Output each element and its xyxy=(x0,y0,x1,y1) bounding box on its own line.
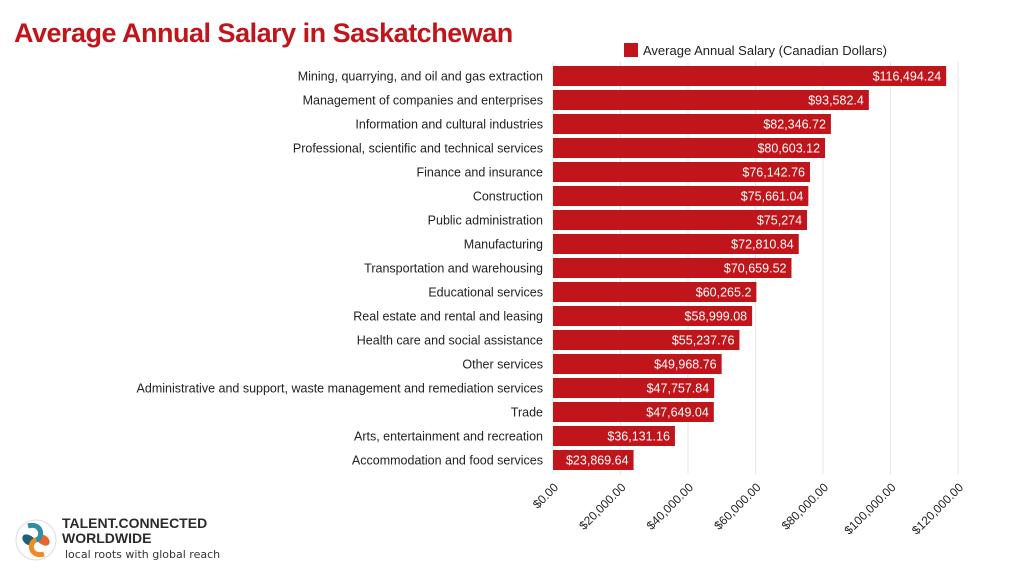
data-label: $75,661.04 xyxy=(741,190,804,204)
category-label: Manufacturing xyxy=(464,238,543,252)
legend-swatch xyxy=(624,43,638,57)
data-label: $76,142.76 xyxy=(742,166,805,180)
category-label: Public administration xyxy=(428,214,543,228)
category-label: Accommodation and food services xyxy=(352,454,543,468)
category-label: Management of companies and enterprises xyxy=(303,94,543,108)
bar xyxy=(553,138,826,158)
bar xyxy=(553,90,869,110)
category-label: Other services xyxy=(462,358,543,372)
category-label: Professional, scientific and technical s… xyxy=(293,142,543,156)
category-label: Finance and insurance xyxy=(417,166,544,180)
data-label: $80,603.12 xyxy=(757,142,820,156)
bar xyxy=(553,114,831,134)
x-tick-label: $100,000.00 xyxy=(842,480,899,537)
bar xyxy=(553,162,810,182)
data-label: $60,265.2 xyxy=(696,286,752,300)
data-label: $75,274 xyxy=(757,214,802,228)
category-label: Mining, quarrying, and oil and gas extra… xyxy=(298,70,543,84)
category-label: Administrative and support, waste manage… xyxy=(137,382,543,396)
logo-tagline: local roots with global reach xyxy=(65,548,221,561)
data-label: $116,494.24 xyxy=(873,70,942,84)
bar xyxy=(553,450,634,470)
x-tick-label: $80,000.00 xyxy=(779,480,832,533)
legend-label: Average Annual Salary (Canadian Dollars) xyxy=(643,43,887,58)
bar xyxy=(553,210,808,230)
x-tick-label: $40,000.00 xyxy=(644,480,697,533)
data-label: $23,869.64 xyxy=(566,454,629,468)
bar xyxy=(553,378,715,398)
category-label: Information and cultural industries xyxy=(355,118,543,132)
data-label: $47,757.84 xyxy=(647,382,710,396)
data-label: $82,346.72 xyxy=(763,118,826,132)
logo-line1: TALENT.CONNECTED xyxy=(62,515,208,531)
data-label: $55,237.76 xyxy=(672,334,735,348)
logo-name: TALENT.CONNECTED WORLDWIDE xyxy=(62,516,207,546)
x-tick-label: $60,000.00 xyxy=(711,480,764,533)
category-label: Transportation and warehousing xyxy=(364,262,543,276)
category-label: Trade xyxy=(511,406,543,420)
x-tick-label: $0.00 xyxy=(530,480,561,511)
data-label: $36,131.16 xyxy=(607,430,670,444)
bar xyxy=(553,282,757,302)
logo-mark-icon xyxy=(15,519,57,561)
bar xyxy=(553,330,740,350)
category-label: Arts, entertainment and recreation xyxy=(354,430,543,444)
category-label: Educational services xyxy=(428,286,543,300)
bar xyxy=(553,234,799,254)
bar xyxy=(553,186,809,206)
x-tick-label: $20,000.00 xyxy=(576,480,629,533)
data-label: $49,968.76 xyxy=(654,358,717,372)
bar xyxy=(553,306,753,326)
chart-title: Average Annual Salary in Saskatchewan xyxy=(14,18,513,48)
data-label: $58,999.08 xyxy=(685,310,748,324)
data-label: $70,659.52 xyxy=(724,262,787,276)
bar xyxy=(553,258,792,278)
data-label: $47,649.04 xyxy=(646,406,709,420)
bar xyxy=(553,354,722,374)
category-label: Construction xyxy=(473,190,543,204)
category-label: Real estate and rental and leasing xyxy=(353,310,543,324)
data-label: $72,810.84 xyxy=(731,238,794,252)
data-label: $93,582.4 xyxy=(808,94,864,108)
x-tick-label: $120,000.00 xyxy=(909,480,966,537)
category-label: Health care and social assistance xyxy=(357,334,543,348)
bar xyxy=(553,426,675,446)
bar xyxy=(553,66,947,86)
bar xyxy=(553,402,714,422)
logo-line2: WORLDWIDE xyxy=(62,530,152,546)
company-logo: TALENT.CONNECTED WORLDWIDE local roots wi… xyxy=(14,516,274,566)
